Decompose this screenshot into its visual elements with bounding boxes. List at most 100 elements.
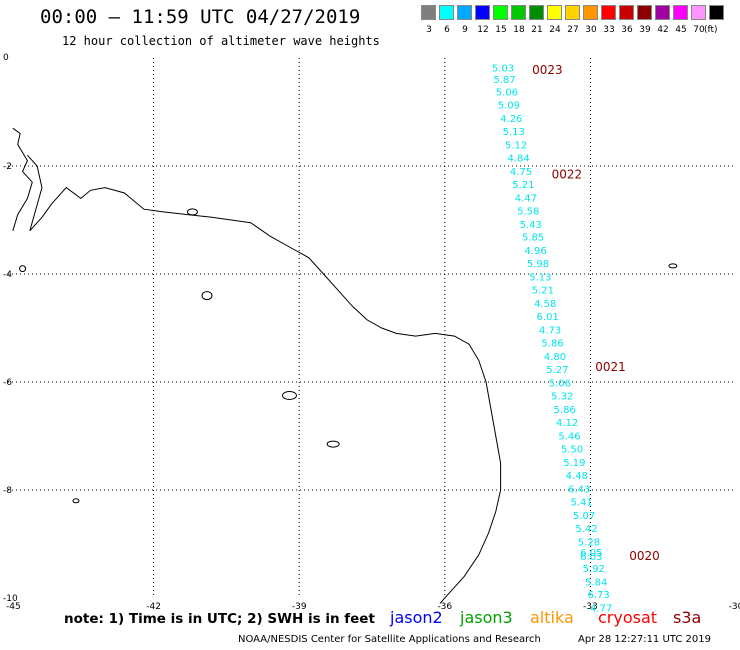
color-scale-label: 6 [444,25,450,35]
swh-value-label: 5.58 [517,206,539,217]
color-scale-label: 36 [621,25,633,35]
longitude-tick-label: -39 [292,602,307,612]
swh-value-label: 4.26 [500,114,522,125]
axis-tick-labels: -45 -42 -39 -36 -33 -30 0 -2 -4 -6 -8 -10 [3,53,740,612]
swh-value-label: 5.09 [498,100,520,111]
color-scale-label: 30 [585,25,597,35]
color-scale-label: 9 [462,25,468,35]
mission-legend-altika: altika [530,608,574,627]
color-scale-swatch [691,5,706,20]
swh-value-label: 5.28 [578,537,600,548]
longitude-tick-label: -36 [437,602,452,612]
color-scale-label: 27 [567,25,579,35]
swh-value-label: 5.50 [561,444,583,455]
latitude-tick-label: -6 [3,378,12,388]
swh-value-label: 5.27 [546,365,568,376]
color-scale-swatch [601,5,616,20]
swh-value-label: 4.75 [510,167,532,178]
units-note: note: 1) Time is in UTC; 2) SWH is in fe… [64,611,375,627]
island-outline [19,265,27,273]
island-outline [326,440,340,448]
swh-value-label: 5.12 [505,140,527,151]
swh-value-label: 4.77 [590,604,612,615]
swh-value-label: 5.46 [558,431,580,442]
mission-legend-cryosat: cryosat [598,608,658,627]
latitude-tick-label: -2 [3,162,12,172]
color-scale-swatch [709,5,724,20]
swh-value-label: 6.01 [537,312,559,323]
color-scale-swatch [529,5,544,20]
pass-time-label: 0023 [532,63,563,77]
color-scale-swatch [475,5,490,20]
longitude-tick-label: -33 [583,602,598,612]
graticule [8,58,736,598]
island-outline [281,391,297,400]
color-scale-swatch [493,5,508,20]
swh-value-label: 4.12 [556,418,578,429]
island-outline [186,208,198,216]
swh-value-label: 6.43 [568,484,590,495]
swh-value-label: 5.41 [571,497,593,508]
color-scale-unit: (ft) [704,25,718,35]
mission-legend-jason2: jason2 [390,608,443,627]
color-scale-swatch [637,5,652,20]
swh-value-label: 5.19 [563,458,585,469]
coastline [12,127,678,604]
swh-value-label: 5.06 [549,379,571,390]
color-scale-label: 21 [531,25,543,35]
bay-coastline [12,127,33,231]
pass-time-label: 0020 [629,549,660,563]
color-scale-label: 45 [675,25,687,35]
swh-value-label: 5.13 [503,127,525,138]
color-scale-swatch [565,5,580,20]
generated-timestamp: Apr 28 12:27:11 UTC 2019 [578,634,711,645]
swh-value-label: 5.43 [520,220,542,231]
swh-value-label: 6.05 [580,548,602,559]
color-scale-label: 3 [426,25,432,35]
pass-time-labels: 0023 0022 0021 0020 [532,63,660,563]
color-scale-swatch [421,5,436,20]
swh-value-label: 5.87 [493,75,515,86]
swh-value-label: 4.80 [544,352,566,363]
mission-legend-jason3: jason3 [460,608,513,627]
color-scale-label: 70 [693,25,705,35]
island-outline [668,263,678,269]
swh-value-label: 5.21 [512,180,534,191]
color-scale-swatch [619,5,634,20]
swh-value-label: 5.98 [527,259,549,270]
swh-value-label: 5.86 [541,339,563,350]
swh-value-label: 4.48 [566,471,588,482]
color-scale-swatch [511,5,526,20]
color-scale-swatch [583,5,598,20]
swh-value-label: 4.84 [507,153,529,164]
swh-value-label: 5.13 [529,273,551,284]
brazil-coastline [27,154,502,604]
color-scale-label: 24 [549,25,561,35]
swh-value-label: 5.84 [585,577,607,588]
swh-value-label: 4.58 [534,299,556,310]
figure-title: 00:00 – 11:59 UTC 04/27/2019 [40,6,361,28]
mission-legend-s3a: s3a [673,608,702,627]
color-scale-swatch [547,5,562,20]
longitude-tick-label: -45 [6,602,21,612]
latitude-tick-label: -4 [3,270,12,280]
swh-value-label: 4.73 [539,326,561,337]
swh-value-label: 5.42 [575,524,597,535]
color-scale-label: 18 [513,25,525,35]
swh-value-label: 5.92 [583,564,605,575]
pass-time-label: 0022 [552,168,583,182]
color-scale-swatch [457,5,472,20]
color-scale-label: 15 [495,25,507,35]
longitude-tick-label: -42 [146,602,161,612]
credit-text: NOAA/NESDIS Center for Satellite Applica… [238,634,541,645]
longitude-tick-label: -30 [729,602,740,612]
color-scale-swatch [673,5,688,20]
color-scale-label: 42 [657,25,669,35]
swh-value-label: 5.85 [522,233,544,244]
swh-value-label: 4.96 [524,246,546,257]
color-scale-label: 33 [603,25,615,35]
swh-value-label: 5.86 [554,405,576,416]
swh-measurements: 5.035.875.065.094.265.135.124.844.755.21… [492,64,612,615]
